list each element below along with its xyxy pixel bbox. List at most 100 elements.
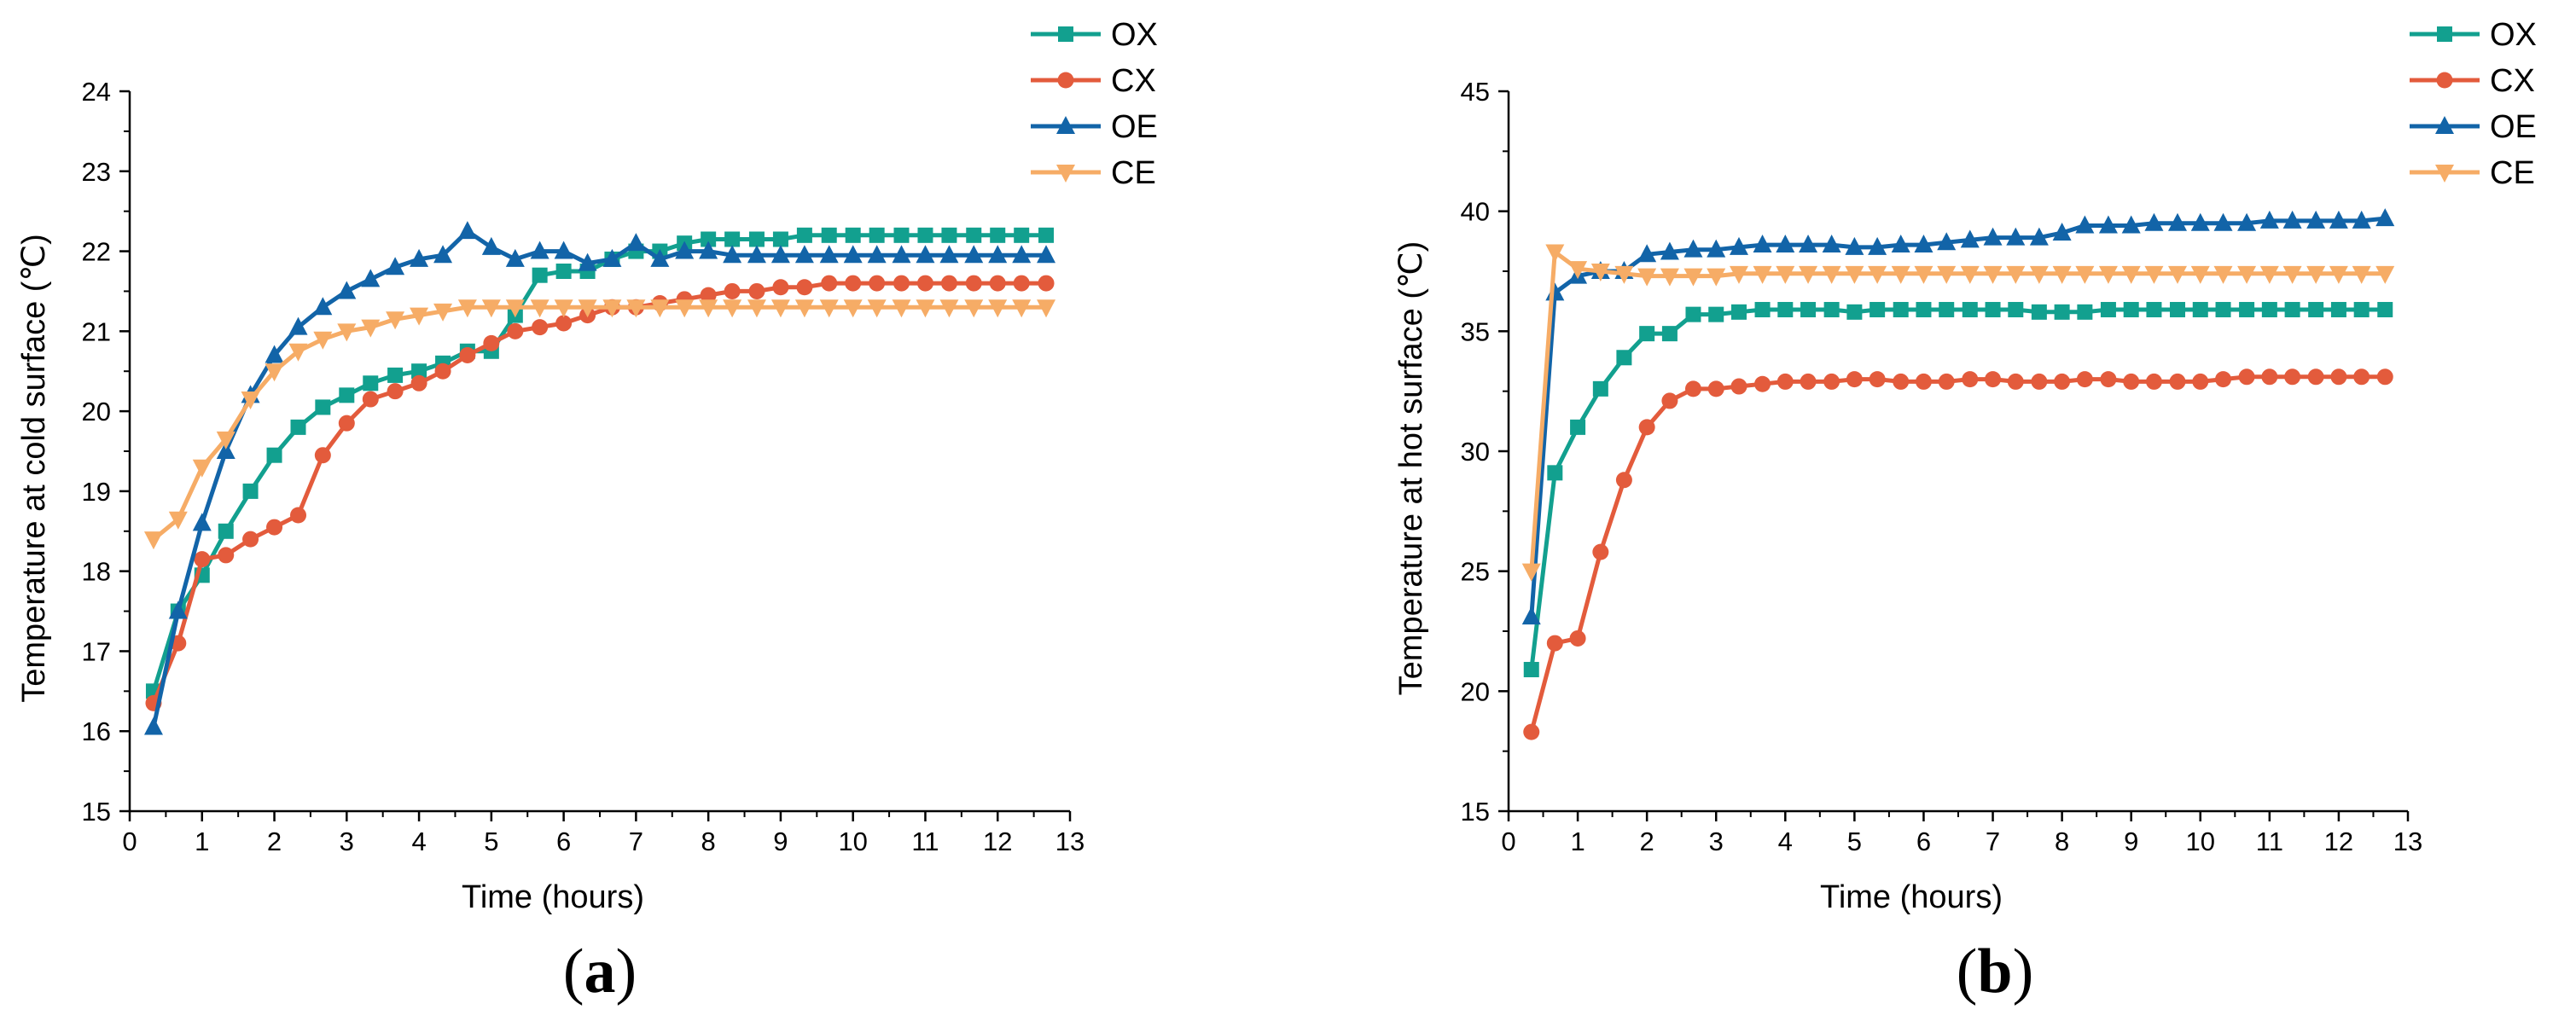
data-point-ox bbox=[387, 367, 404, 383]
data-point-ce bbox=[2237, 265, 2257, 284]
data-point-ox bbox=[821, 227, 837, 243]
data-point-cx bbox=[700, 287, 717, 304]
data-point-ox bbox=[701, 231, 717, 247]
data-point-cx bbox=[1846, 371, 1863, 388]
data-point-ox bbox=[1592, 380, 1608, 397]
data-point-ox bbox=[2170, 302, 2186, 318]
legend-marker-ox bbox=[1058, 26, 1073, 42]
legend-marker-oe bbox=[1056, 116, 1075, 134]
data-point-cx bbox=[1569, 629, 1586, 647]
data-point-cx bbox=[242, 531, 259, 548]
x-tick-label: 7 bbox=[629, 827, 643, 856]
y-tick-label: 21 bbox=[82, 316, 111, 346]
data-point-oe bbox=[939, 245, 959, 264]
data-point-ox bbox=[2330, 302, 2346, 318]
data-point-cx bbox=[1013, 275, 1030, 292]
data-point-oe bbox=[1637, 244, 1657, 263]
legend-label-cx: CX bbox=[1111, 63, 1156, 99]
data-point-ce bbox=[867, 299, 887, 318]
data-point-cx bbox=[2076, 371, 2093, 388]
data-point-cx bbox=[1915, 373, 1932, 390]
data-point-ce bbox=[1707, 268, 1726, 287]
data-point-oe bbox=[1545, 282, 1565, 301]
x-tick-label: 0 bbox=[122, 827, 137, 856]
data-point-cx bbox=[314, 447, 331, 464]
data-point-ce bbox=[1776, 265, 1795, 284]
x-tick-label: 3 bbox=[340, 827, 354, 856]
data-point-ox bbox=[242, 483, 259, 499]
data-point-oe bbox=[2306, 210, 2326, 229]
y-tick-label: 22 bbox=[82, 237, 111, 267]
data-point-oe bbox=[867, 245, 887, 264]
data-point-ox bbox=[1038, 227, 1055, 243]
data-point-oe bbox=[2329, 210, 2348, 229]
x-tick-label: 9 bbox=[2124, 827, 2138, 856]
data-point-ce bbox=[1012, 299, 1032, 318]
data-point-ox bbox=[1846, 304, 1863, 320]
x-tick-label: 2 bbox=[1640, 827, 1654, 856]
y-tick-label: 17 bbox=[82, 636, 111, 666]
y-tick-label: 20 bbox=[82, 397, 111, 426]
data-point-ce bbox=[2375, 265, 2395, 284]
data-point-cx bbox=[772, 279, 789, 296]
data-point-ce bbox=[168, 511, 188, 530]
data-point-cx bbox=[2123, 373, 2140, 390]
data-point-oe bbox=[505, 248, 525, 267]
x-tick-label: 12 bbox=[983, 827, 1012, 856]
data-point-ce bbox=[143, 531, 163, 550]
data-point-oe bbox=[143, 716, 163, 735]
data-point-ox bbox=[1570, 419, 1586, 435]
data-point-ce bbox=[2098, 265, 2118, 284]
data-point-ce bbox=[819, 299, 839, 318]
data-point-ce bbox=[892, 299, 911, 318]
x-tick-label: 7 bbox=[1986, 827, 2000, 856]
data-point-ce bbox=[2329, 265, 2348, 284]
data-point-ox bbox=[2192, 302, 2208, 318]
x-tick-label: 10 bbox=[2186, 827, 2215, 856]
data-point-ox bbox=[1893, 302, 1909, 318]
legend-label-ox: OX bbox=[2490, 17, 2537, 53]
data-point-cx bbox=[2192, 373, 2209, 390]
legend-label-ce: CE bbox=[2490, 155, 2535, 191]
data-point-cx bbox=[1592, 543, 1609, 560]
data-point-cx bbox=[821, 275, 838, 292]
data-point-ox bbox=[796, 227, 812, 243]
data-point-cx bbox=[1985, 371, 2002, 388]
data-point-cx bbox=[1546, 635, 1563, 652]
data-point-oe bbox=[313, 297, 333, 316]
data-point-ox bbox=[1985, 302, 2001, 318]
data-point-ox bbox=[845, 227, 861, 243]
data-point-ce bbox=[2052, 265, 2072, 284]
data-point-oe bbox=[2168, 212, 2188, 231]
data-point-ce bbox=[554, 299, 573, 318]
data-point-ox bbox=[363, 375, 379, 392]
data-point-cx bbox=[290, 507, 307, 524]
data-point-cx bbox=[1938, 373, 1955, 390]
data-point-cx bbox=[1754, 375, 1771, 392]
data-point-ox bbox=[1661, 326, 1678, 342]
data-point-cx bbox=[2284, 368, 2301, 386]
data-point-oe bbox=[2075, 215, 2095, 234]
data-point-cx bbox=[1523, 723, 1540, 740]
data-point-cx bbox=[2169, 373, 2186, 390]
x-tick-label: 11 bbox=[911, 827, 939, 856]
data-point-ox bbox=[1869, 302, 1886, 318]
y-tick-label: 24 bbox=[82, 77, 111, 107]
data-point-oe bbox=[1776, 235, 1795, 253]
data-point-ox bbox=[1754, 302, 1771, 318]
data-point-ox bbox=[2261, 302, 2277, 318]
data-point-ce bbox=[1683, 268, 1703, 287]
data-point-ce bbox=[1753, 265, 1772, 284]
data-point-ox bbox=[1777, 302, 1794, 318]
data-point-ox bbox=[532, 267, 548, 283]
x-tick-label: 11 bbox=[2256, 827, 2283, 856]
data-point-ce bbox=[1822, 265, 1841, 284]
data-point-cx bbox=[1038, 275, 1055, 292]
data-point-ce bbox=[2121, 265, 2141, 284]
data-point-ox bbox=[2284, 302, 2300, 318]
legend-marker-oe bbox=[2435, 116, 2454, 134]
data-point-ox bbox=[1685, 306, 1701, 322]
data-point-ox bbox=[2077, 304, 2093, 320]
y-tick-label: 19 bbox=[82, 477, 111, 507]
data-point-ce bbox=[1568, 261, 1588, 280]
